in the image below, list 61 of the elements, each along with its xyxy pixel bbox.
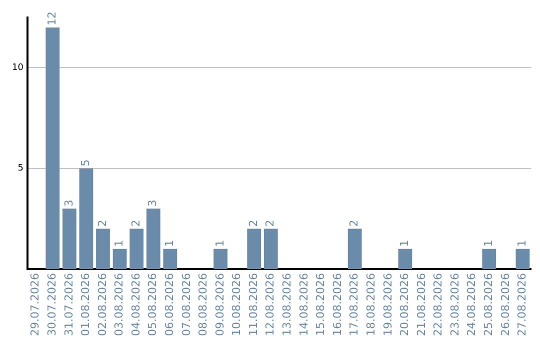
data-label: 12 (45, 11, 58, 26)
x-tick-label: 13.08.2026 (280, 273, 294, 336)
x-tick-label: 30.07.2026 (45, 273, 58, 336)
bar (62, 208, 76, 270)
x-tick-label: 08.08.2026 (196, 273, 210, 336)
x-tick-label: 31.07.2026 (62, 273, 76, 336)
x-tick-label: 11.08.2026 (246, 273, 260, 336)
x-tick-label: 05.08.2026 (146, 273, 160, 336)
x-tick-label: 17.08.2026 (348, 273, 361, 336)
x-tick-label: 15.08.2026 (314, 273, 328, 336)
bar (398, 248, 412, 270)
bar (247, 228, 262, 270)
data-label: 2 (246, 220, 260, 227)
data-label: 2 (129, 220, 142, 227)
x-tick-label: 19.08.2026 (381, 273, 394, 336)
bar (130, 228, 144, 270)
bar (516, 248, 530, 270)
data-label: 1 (398, 240, 412, 247)
data-label: 1 (112, 240, 126, 247)
data-label: 1 (213, 240, 226, 247)
x-tick-label: 01.08.2026 (79, 273, 92, 336)
x-tick-label: 29.07.2026 (28, 273, 42, 336)
x-tick-label: 25.08.2026 (482, 273, 495, 336)
x-tick-label: 18.08.2026 (364, 273, 378, 336)
data-label: 3 (62, 200, 76, 207)
bar (482, 248, 496, 270)
bar (348, 228, 362, 270)
x-tick-label: 26.08.2026 (498, 273, 512, 336)
x-tick-label: 14.08.2026 (297, 273, 310, 336)
x-tick-label: 03.08.2026 (112, 273, 126, 336)
data-label: 1 (516, 240, 529, 247)
data-label: 2 (264, 220, 277, 227)
x-tick-label: 23.08.2026 (448, 273, 462, 336)
x-tick-label: 22.08.2026 (432, 273, 445, 336)
x-tick-label: 10.08.2026 (230, 273, 244, 336)
x-tick-label: 04.08.2026 (129, 273, 142, 336)
bar (46, 27, 60, 270)
x-tick-label: 27.08.2026 (516, 273, 529, 336)
bar (146, 208, 160, 270)
x-tick-label: 16.08.2026 (330, 273, 344, 336)
x-tick-label: 07.08.2026 (180, 273, 193, 336)
data-label: 2 (96, 220, 109, 227)
bar (163, 248, 178, 270)
x-tick-label: 24.08.2026 (465, 273, 478, 336)
x-tick-label: 20.08.2026 (398, 273, 412, 336)
bar (264, 228, 278, 270)
data-label: 2 (348, 220, 361, 227)
x-tick-label: 06.08.2026 (163, 273, 176, 336)
y-tick-label: 10 (12, 63, 24, 74)
bar (79, 168, 94, 270)
bar (214, 248, 228, 270)
x-tick-label: 12.08.2026 (264, 273, 277, 336)
x-tick-label: 09.08.2026 (213, 273, 226, 336)
bar (112, 248, 127, 270)
data-label: 5 (79, 159, 92, 166)
data-label: 1 (163, 240, 176, 247)
x-tick-label: 21.08.2026 (414, 273, 428, 336)
data-label: 3 (146, 200, 160, 207)
bar (96, 228, 110, 270)
x-tick-label: 02.08.2026 (96, 273, 109, 336)
data-label: 1 (482, 240, 495, 247)
